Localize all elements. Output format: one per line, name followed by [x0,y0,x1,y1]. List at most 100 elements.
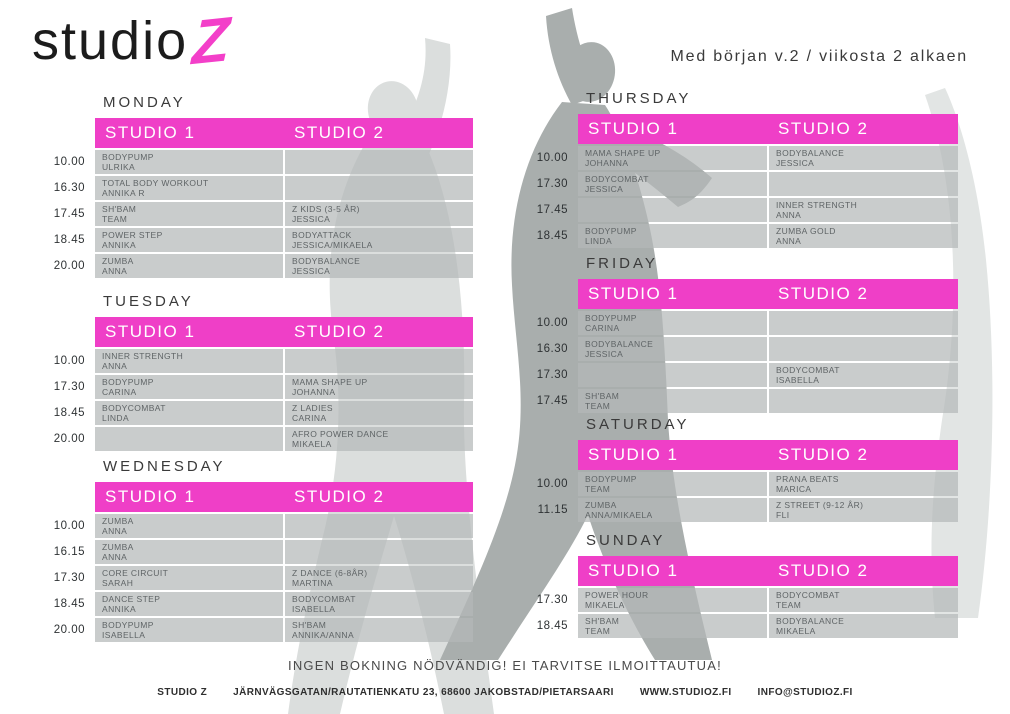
time-label: 10.00 [53,156,85,168]
instructor-name: MIKAELA [585,600,625,610]
time-label: 17.30 [53,381,85,393]
instructor-name: CARINA [585,323,620,333]
class-cell-studio2 [285,176,473,200]
day-block-sunday: SUNDAY STUDIO 1 STUDIO 2 17.30 POWER HOUR… [526,532,958,638]
class-name: PRANA BEATS [776,474,839,484]
class-cell-studio2: Z DANCE (6-8ÅR) MARTINA [285,566,473,590]
time-label: 10.00 [536,478,568,490]
table-header: STUDIO 1 STUDIO 2 [95,317,473,347]
schedule-row: 16.30 BODYBALANCE JESSICA [526,337,958,361]
class-cell-studio2 [285,150,473,174]
class-name: BODYCOMBAT [585,174,649,184]
schedule-rows: 10.00 MAMA SHAPE UP JOHANNA BODYBALANCE JESS… [526,146,958,248]
instructor-name: ISABELLA [102,630,146,640]
instructor-name: MARTINA [292,578,333,588]
schedule-rows: 10.00 ZUMBA ANNA 16.15 ZUMBA ANNA 17.30 CORE CI… [43,514,473,642]
class-name: ZUMBA GOLD [776,226,836,236]
instructor-name: CARINA [292,413,327,423]
studio1-header: STUDIO 1 [105,322,196,341]
time-label: 17.45 [53,208,85,220]
instructor-name: ISABELLA [292,604,336,614]
schedule-rows: 10.00 BODYPUMP TEAM PRANA BEATS MARICA 11.15 Z… [526,472,958,522]
class-name: INNER STRENGTH [776,200,858,210]
studio2-header: STUDIO 2 [294,487,385,506]
schedule-row: 18.45 SH'BAM TEAM BODYBALANCE MIKAELA [526,614,958,638]
table-header: STUDIO 1 STUDIO 2 [95,118,473,148]
class-cell-studio1 [578,198,767,222]
studio-z-logo: studio Z [32,4,232,79]
studio1-header: STUDIO 1 [588,284,679,303]
class-cell-studio1: POWER STEP ANNIKA [95,228,283,252]
class-cell-studio2: Z KIDS (3-5 ÅR) JESSICA [285,202,473,226]
class-cell-studio2: BODYCOMBAT ISABELLA [285,592,473,616]
class-name: BODYPUMP [585,474,637,484]
footer-address: JÄRNVÄGSGATAN/RAUTATIENKATU 23, 68600 JA… [233,687,614,698]
class-name: BODYBALANCE [292,256,361,266]
studio1-header: STUDIO 1 [105,487,196,506]
schedule-row: 18.45 DANCE STEP ANNIKA BODYCOMBAT ISABELLA [43,592,473,616]
day-title: MONDAY [103,94,186,111]
instructor-name: ISABELLA [776,375,820,385]
time-label: 17.30 [536,178,568,190]
class-cell-studio1: ZUMBA ANNA/MIKAELA [578,498,767,522]
class-cell-studio2: BODYATTACK JESSICA/MIKAELA [285,228,473,252]
instructor-name: FLI [776,510,790,520]
instructor-name: ANNA [102,526,128,536]
class-cell-studio1: TOTAL BODY WORKOUT ANNIKA R [95,176,283,200]
class-name: SH'BAM [292,620,327,630]
footer-website: WWW.STUDIOZ.FI [639,687,732,698]
class-name: ZUMBA [102,516,134,526]
time-label: 17.45 [536,204,568,216]
instructor-name: JESSICA [585,349,624,359]
time-label: 10.00 [53,520,85,532]
time-label: 18.45 [53,234,85,246]
instructor-name: JESSICA [292,214,331,224]
instructor-name: MIKAELA [292,439,332,449]
schedule-subtitle: Med början v.2 / viikosta 2 alkaen [670,48,968,65]
schedule-row: 20.00 ZUMBA ANNA BODYBALANCE JESSICA [43,254,473,278]
class-cell-studio2 [285,540,473,564]
instructor-name: ANNA [776,236,802,246]
instructor-name: ANNIKA/ANNA [292,630,355,640]
time-label: 18.45 [536,620,568,632]
schedule-row: 18.45 BODYCOMBAT LINDA Z LADIES CARINA [43,401,473,425]
day-block-tuesday: TUESDAY STUDIO 1 STUDIO 2 10.00 INNER STR… [43,293,473,451]
table-header: STUDIO 1 STUDIO 2 [578,279,958,309]
class-name: Z KIDS (3-5 ÅR) [292,204,360,214]
instructor-name: JOHANNA [585,158,629,168]
schedule-row: 17.30 BODYCOMBAT ISABELLA [526,363,958,387]
class-name: BODYPUMP [585,313,637,323]
class-cell-studio1 [578,363,767,387]
class-cell-studio2: BODYBALANCE JESSICA [769,146,958,170]
instructor-name: MARICA [776,484,812,494]
time-label: 17.45 [536,395,568,407]
class-cell-studio2 [285,514,473,538]
studio1-header: STUDIO 1 [588,119,679,138]
class-name: ZUMBA [102,256,134,266]
studio1-header: STUDIO 1 [588,445,679,464]
instructor-name: JESSICA [776,158,815,168]
time-label: 11.15 [537,504,568,516]
schedule-rows: 17.30 POWER HOUR MIKAELA BODYCOMBAT TEAM 18.4… [526,588,958,638]
instructor-name: CARINA [102,387,137,397]
table-header: STUDIO 1 STUDIO 2 [95,482,473,512]
time-label: 16.30 [53,182,85,194]
instructor-name: ANNIKA R [102,188,145,198]
logo-z-letter: Z [191,4,232,79]
schedule-row: 17.45 INNER STRENGTH ANNA [526,198,958,222]
class-name: ZUMBA [585,500,617,510]
class-cell-studio2 [769,172,958,196]
instructor-name: SARAH [102,578,134,588]
instructor-name: TEAM [776,600,802,610]
class-cell-studio2: BODYCOMBAT TEAM [769,588,958,612]
class-name: BODYPUMP [102,152,154,162]
instructor-name: TEAM [585,484,611,494]
class-cell-studio2: Z STREET (9-12 ÅR) FLI [769,498,958,522]
schedule-rows: 10.00 INNER STRENGTH ANNA 17.30 BODYPUMP CARI… [43,349,473,451]
schedule-row: 11.15 ZUMBA ANNA/MIKAELA Z STREET (9-12 ÅR)… [526,498,958,522]
class-name: CORE CIRCUIT [102,568,169,578]
day-title: SUNDAY [586,532,666,549]
instructor-name: ANNIKA [102,240,137,250]
class-name: BODYBALANCE [585,339,654,349]
class-name: MAMA SHAPE UP [585,148,661,158]
